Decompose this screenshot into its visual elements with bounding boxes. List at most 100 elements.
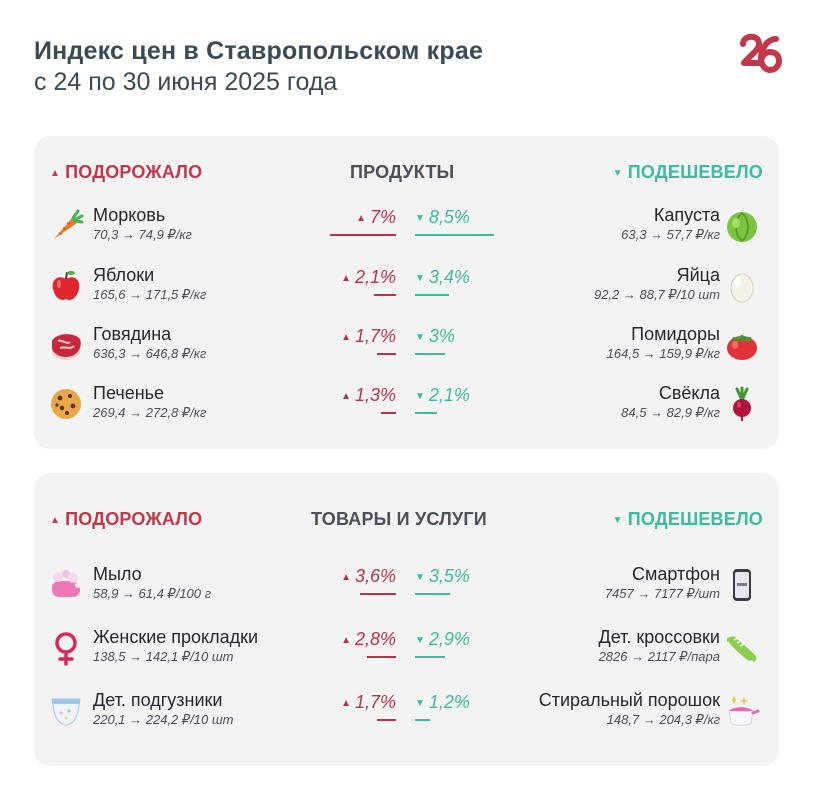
rise-percent-value: 1,7% xyxy=(354,692,396,712)
list-item: Яблоки 165,6 → 171,5 ₽/кг ▲ 2,1% ▼ 3,4% Яй… xyxy=(34,265,779,316)
rise-percent: ▲ 7% xyxy=(356,207,396,228)
triangle-up-icon: ▲ xyxy=(50,168,61,179)
section-title: ПРОДУКТЫ xyxy=(350,162,455,182)
smartphone-icon xyxy=(733,569,751,601)
triangle-down-icon: ▼ xyxy=(415,698,425,709)
rise-percent: ▲ 2,8% xyxy=(341,629,396,650)
item-name: Женские прокладки xyxy=(93,627,259,647)
fall-percent: ▼ 3,4% xyxy=(415,267,470,288)
item-price: 70,3 → 74,9 ₽/кг xyxy=(93,227,192,242)
item-name: Дет. подгузники xyxy=(93,690,223,710)
triangle-down-icon: ▼ xyxy=(415,572,425,583)
item-price: 220,1 → 224,2 ₽/10 шт xyxy=(93,712,234,727)
triangle-up-icon: ▲ xyxy=(341,635,351,646)
fall-percent: ▼ 2,1% xyxy=(415,385,470,406)
triangle-down-icon: ▼ xyxy=(612,515,623,526)
item-price: 164,5 → 159,9 ₽/кг xyxy=(606,346,720,361)
list-item: Морковь 70,3 → 74,9 ₽/кг ▲ 7% ▼ 8,5% Капус… xyxy=(34,205,779,256)
rise-bar xyxy=(381,412,396,414)
item-name: Помидоры xyxy=(631,324,720,344)
goods-services-card: ▲ ПОДОРОЖАЛО ТОВАРЫ И УСЛУГИ ▼ ПОДЕШЕВЕЛО … xyxy=(34,473,779,766)
female-sign-icon xyxy=(55,632,77,666)
diaper-icon xyxy=(51,698,81,726)
item-price: 58,9 → 61,4 ₽/100 г xyxy=(93,586,212,601)
fell-header-label: ПОДЕШЕВЕЛО xyxy=(627,509,763,529)
rise-bar xyxy=(377,719,396,721)
fall-percent: ▼ 3% xyxy=(415,326,455,347)
item-price: 92,2 → 88,7 ₽/10 шт xyxy=(593,287,720,302)
item-price: 63,3 → 57,7 ₽/кг xyxy=(621,227,720,242)
fall-bar xyxy=(415,656,445,658)
fall-bar xyxy=(415,294,449,296)
item-name: Яблоки xyxy=(93,265,155,285)
detergent-icon xyxy=(728,696,760,726)
rise-bar xyxy=(330,234,396,236)
rise-percent: ▲ 3,6% xyxy=(341,566,396,587)
fall-bar xyxy=(415,719,430,721)
triangle-up-icon: ▲ xyxy=(356,213,366,224)
fall-percent: ▼ 8,5% xyxy=(415,207,470,228)
list-item: Женские прокладки 138,5 → 142,1 ₽/10 шт … xyxy=(34,627,779,678)
item-price: 636,3 → 646,8 ₽/кг xyxy=(93,346,207,361)
cabbage-icon xyxy=(727,212,757,242)
triangle-up-icon: ▲ xyxy=(341,698,351,709)
tomato-icon xyxy=(727,334,757,360)
rise-bar xyxy=(367,656,396,658)
item-price: 2826 → 2117 ₽/пара xyxy=(598,649,720,664)
rise-percent-value: 2,1% xyxy=(354,267,396,287)
page-title: Индекс цен в Ставропольском крае xyxy=(34,37,484,65)
triangle-down-icon: ▼ xyxy=(415,273,425,284)
list-item: Говядина 636,3 → 646,8 ₽/кг ▲ 1,7% ▼ 3% По… xyxy=(34,324,779,375)
list-item: Мыло 58,9 → 61,4 ₽/100 г ▲ 3,6% ▼ 3,5% Сма… xyxy=(34,564,779,615)
rose-header-label: ПОДОРОЖАЛО xyxy=(65,509,203,529)
triangle-up-icon: ▲ xyxy=(50,515,61,526)
item-name: Капуста xyxy=(653,205,720,225)
rise-percent-value: 7% xyxy=(369,207,396,227)
rise-bar xyxy=(374,294,396,296)
fall-bar xyxy=(415,593,450,595)
triangle-down-icon: ▼ xyxy=(415,635,425,646)
egg-icon xyxy=(730,273,754,303)
triangle-up-icon: ▲ xyxy=(341,273,351,284)
rise-percent: ▲ 2,1% xyxy=(341,267,396,288)
rise-percent: ▲ 1,3% xyxy=(341,385,396,406)
item-name: Говядина xyxy=(93,324,172,344)
triangle-down-icon: ▼ xyxy=(612,168,623,179)
item-price: 148,7 → 204,3 ₽/кг xyxy=(606,712,720,727)
triangle-up-icon: ▲ xyxy=(341,391,351,402)
triangle-down-icon: ▼ xyxy=(415,391,425,402)
item-name: Стиральный порошок xyxy=(538,690,720,710)
rise-bar xyxy=(360,593,396,595)
logo-26-icon xyxy=(740,33,782,74)
cookie-icon xyxy=(51,389,81,419)
sneaker-icon xyxy=(725,636,757,664)
fall-percent-value: 2,9% xyxy=(428,629,470,649)
products-card: ▲ ПОДОРОЖАЛО ПРОДУКТЫ ▼ ПОДЕШЕВЕЛО Морковь… xyxy=(34,136,779,449)
item-price: 7457 → 7177 ₽/шт xyxy=(604,586,720,601)
fall-percent-value: 3% xyxy=(428,326,455,346)
meat-icon xyxy=(52,334,81,360)
rose-header-label: ПОДОРОЖАЛО xyxy=(65,162,203,182)
item-name: Смартфон xyxy=(631,564,720,584)
triangle-down-icon: ▼ xyxy=(415,213,425,224)
list-item: Печенье 269,4 → 272,8 ₽/кг ▲ 1,3% ▼ 2,1% С… xyxy=(34,383,779,434)
rise-bar xyxy=(377,353,396,355)
header: Индекс цен в Ставропольском крае с 24 по… xyxy=(34,36,483,98)
carrot-icon xyxy=(54,209,84,239)
fall-percent-value: 8,5% xyxy=(428,207,470,227)
fall-percent-value: 3,5% xyxy=(428,566,470,586)
page-subtitle: с 24 по 30 июня 2025 года xyxy=(34,68,338,96)
list-item: Дет. подгузники 220,1 → 224,2 ₽/10 шт ▲ 1… xyxy=(34,690,779,741)
fall-percent: ▼ 2,9% xyxy=(415,629,470,650)
rise-percent: ▲ 1,7% xyxy=(341,326,396,347)
fall-bar xyxy=(415,412,437,414)
fell-header: ▼ ПОДЕШЕВЕЛО xyxy=(613,162,763,183)
item-price: 165,6 → 171,5 ₽/кг xyxy=(93,287,207,302)
fell-header-label: ПОДЕШЕВЕЛО xyxy=(627,162,763,182)
rise-percent-value: 1,3% xyxy=(354,385,396,405)
fall-percent-value: 1,2% xyxy=(428,692,470,712)
item-name: Свёкла xyxy=(658,383,720,403)
item-price: 269,4 → 272,8 ₽/кг xyxy=(93,405,207,420)
fall-bar xyxy=(415,234,494,236)
triangle-down-icon: ▼ xyxy=(415,332,425,343)
